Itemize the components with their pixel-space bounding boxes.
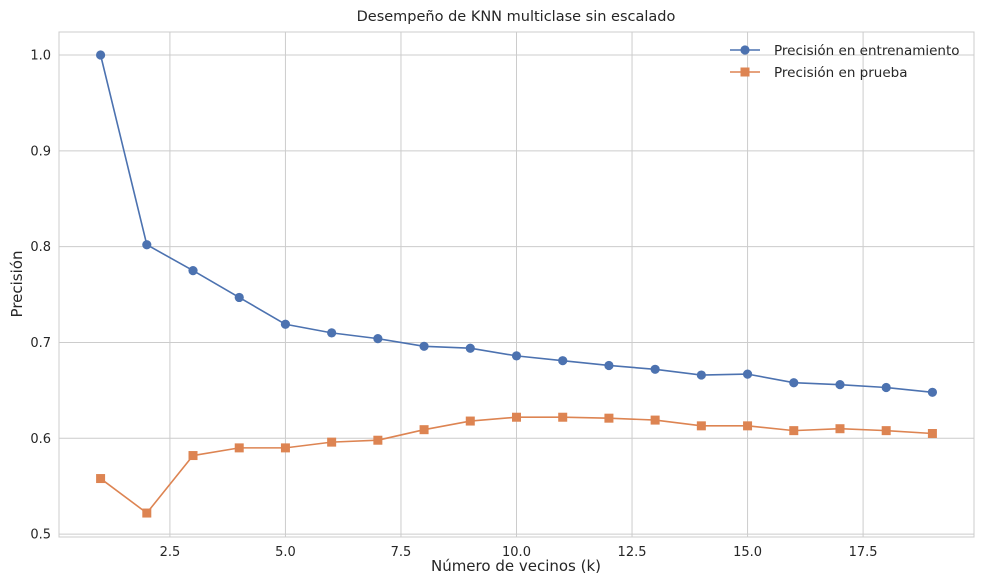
x-axis-title: Número de vecinos (k) [431, 557, 601, 575]
data-point [142, 240, 152, 250]
legend: Precisión en entrenamiento Precisión en p… [730, 43, 960, 81]
y-tick-label: 0.6 [30, 432, 51, 447]
legend-marker [740, 45, 750, 55]
series-1 [95, 50, 938, 397]
legend-entry: Precisión en entrenamiento [730, 43, 960, 59]
legend-label: Precisión en entrenamiento [774, 43, 960, 59]
y-tick-label: 0.9 [30, 144, 51, 159]
data-point [558, 412, 568, 422]
x-tick-label: 10.0 [502, 545, 531, 560]
data-point [234, 443, 244, 453]
data-point [511, 351, 522, 361]
series-group [95, 50, 938, 518]
data-point [327, 437, 337, 447]
data-point [465, 416, 475, 426]
data-point [604, 413, 614, 423]
data-point [881, 382, 891, 393]
y-tick-label: 0.7 [30, 336, 51, 351]
data-point [650, 364, 660, 374]
x-tick-label: 12.5 [618, 545, 647, 560]
data-point [373, 435, 383, 445]
data-point [234, 292, 244, 303]
data-point [188, 266, 198, 276]
data-point [419, 425, 429, 435]
data-point [604, 360, 614, 371]
data-point [558, 356, 568, 366]
data-point [650, 415, 660, 425]
data-point [927, 429, 937, 439]
data-point [280, 443, 290, 453]
x-tick-label: 2.5 [160, 545, 181, 560]
series-2 [96, 412, 937, 518]
data-point [743, 421, 753, 431]
data-point [96, 474, 106, 484]
y-tick-label: 1.0 [30, 48, 51, 63]
y-axis-title: Precisión [8, 251, 26, 318]
data-point [95, 50, 106, 60]
data-point [142, 508, 152, 518]
data-point [419, 341, 429, 351]
x-axis-ticks: 2.5 5.0 7.5 10.0 12.5 15.0 17.5 [160, 545, 878, 560]
data-point [835, 380, 845, 390]
plot-frame [58, 31, 975, 538]
data-point [512, 412, 521, 422]
data-point [280, 319, 291, 329]
chart-title: Desempeño de KNN multiclase sin escalado [357, 9, 676, 25]
legend-marker [740, 67, 750, 77]
x-tick-label: 17.5 [849, 545, 878, 560]
x-tick-label: 15.0 [733, 545, 762, 560]
data-point [327, 328, 337, 338]
data-point [881, 426, 891, 436]
data-point [927, 387, 938, 397]
data-point [789, 378, 799, 388]
y-tick-label: 0.5 [30, 528, 51, 543]
y-tick-label: 0.8 [30, 240, 51, 255]
x-tick-label: 5.0 [275, 545, 296, 560]
x-tick-label: 7.5 [391, 545, 412, 560]
data-point [465, 343, 475, 353]
data-point [696, 421, 706, 431]
data-point [835, 424, 845, 434]
data-point [742, 369, 753, 379]
data-point [696, 370, 706, 380]
grid [59, 32, 974, 537]
data-point [188, 451, 198, 461]
legend-label: Precisión en prueba [774, 65, 908, 81]
data-point [373, 334, 383, 344]
legend-entry: Precisión en prueba [730, 65, 908, 81]
data-point [789, 426, 799, 436]
y-axis-ticks: 0.5 0.6 0.7 0.8 0.9 1.0 [30, 48, 51, 542]
